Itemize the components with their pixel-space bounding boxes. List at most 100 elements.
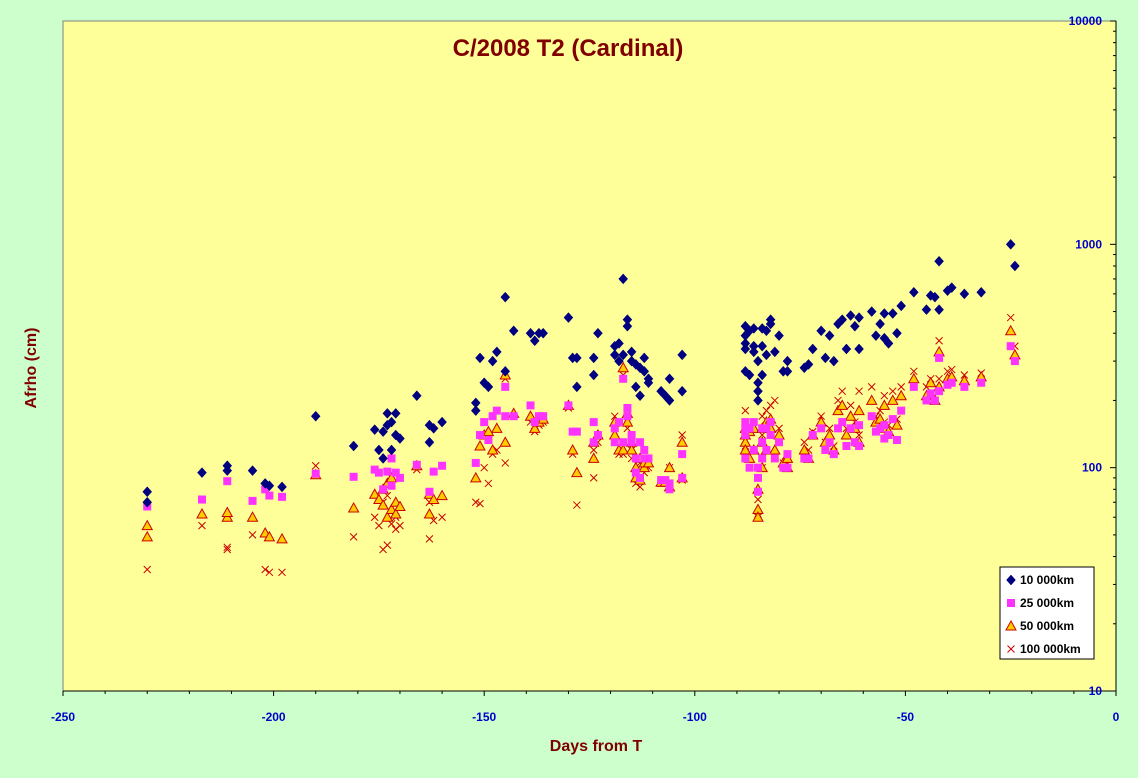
data-point: [846, 401, 855, 410]
data-point: [845, 310, 856, 321]
data-point: [741, 418, 750, 427]
data-point: [943, 380, 952, 389]
data-point: [924, 376, 937, 388]
data-point: [264, 480, 275, 492]
series-0: [142, 238, 1020, 508]
data-point: [1010, 357, 1019, 366]
data-point: [636, 483, 644, 491]
data-point: [429, 467, 438, 476]
data-point: [779, 463, 788, 472]
data-point: [348, 440, 359, 452]
data-point: [926, 389, 935, 398]
data-point: [501, 412, 510, 421]
data-point: [623, 412, 632, 421]
data-point: [775, 424, 783, 433]
data-point: [487, 355, 498, 367]
data-point: [588, 352, 599, 364]
data-point: [677, 349, 688, 361]
data-point: [310, 410, 321, 422]
data-point: [745, 463, 754, 472]
data-point: [745, 424, 754, 433]
data-point: [370, 513, 379, 522]
data-point: [499, 436, 512, 447]
data-point: [664, 373, 675, 385]
data-point: [617, 443, 630, 455]
data-point: [631, 454, 640, 463]
data-point: [142, 486, 153, 498]
data-point: [627, 431, 636, 440]
data-point: [639, 365, 650, 377]
data-point: [766, 418, 775, 427]
data-point: [375, 521, 383, 530]
data-point: [572, 352, 582, 364]
data-point: [617, 361, 630, 373]
data-point: [642, 456, 655, 468]
chart-title: C/2008 T2 (Cardinal): [453, 35, 684, 62]
data-point: [379, 485, 388, 494]
data-point: [368, 488, 381, 499]
data-point: [765, 318, 776, 330]
data-point: [412, 460, 421, 469]
data-point: [486, 443, 499, 455]
data-point: [470, 397, 481, 409]
data-point: [782, 365, 793, 377]
data-point: [395, 473, 404, 482]
data-point: [766, 401, 775, 410]
data-point: [888, 415, 897, 424]
data-point: [897, 383, 906, 391]
data-point: [678, 431, 687, 439]
data-point: [377, 499, 389, 510]
y-axis-label: Afrho (cm): [23, 328, 40, 409]
data-point: [820, 352, 831, 364]
data-point: [623, 403, 632, 412]
data-point: [395, 433, 405, 444]
data-point: [614, 355, 624, 367]
data-point: [246, 511, 259, 522]
data-point: [829, 450, 838, 459]
data-point: [855, 387, 863, 396]
data-point: [500, 291, 511, 303]
data-point: [871, 330, 881, 342]
data-point: [640, 454, 649, 463]
data-point: [614, 418, 623, 427]
x-tick-label: -250: [51, 710, 75, 724]
data-point: [758, 424, 767, 433]
data-point: [471, 498, 480, 507]
data-point: [373, 493, 385, 505]
data-point: [247, 465, 258, 476]
data-point: [770, 454, 779, 463]
data-point: [891, 419, 903, 430]
data-point: [438, 513, 446, 522]
data-point: [593, 431, 602, 440]
data-point: [678, 473, 687, 482]
data-point: [1005, 238, 1016, 250]
data-point: [386, 416, 397, 428]
data-point: [832, 404, 844, 416]
data-point: [761, 349, 772, 361]
data-point: [855, 442, 864, 451]
data-point: [880, 391, 889, 400]
data-point: [865, 394, 878, 405]
data-point: [141, 530, 154, 542]
data-point: [627, 438, 636, 447]
x-tick-label: -200: [262, 710, 286, 724]
data-point: [141, 519, 154, 531]
data-point: [947, 378, 956, 387]
data-point: [803, 359, 814, 370]
data-point: [828, 355, 839, 367]
data-point: [884, 431, 893, 440]
data-points: [141, 238, 1021, 577]
legend-marker: [1007, 599, 1015, 607]
data-point: [741, 454, 750, 463]
legend-marker: [1005, 619, 1017, 631]
data-point: [946, 282, 957, 293]
data-point: [525, 327, 536, 339]
data-point: [374, 444, 384, 456]
data-point: [657, 476, 666, 485]
data-point: [677, 385, 688, 397]
data-point: [664, 395, 675, 406]
data-point: [381, 511, 394, 522]
data-point: [588, 369, 599, 381]
data-point: [976, 286, 987, 298]
